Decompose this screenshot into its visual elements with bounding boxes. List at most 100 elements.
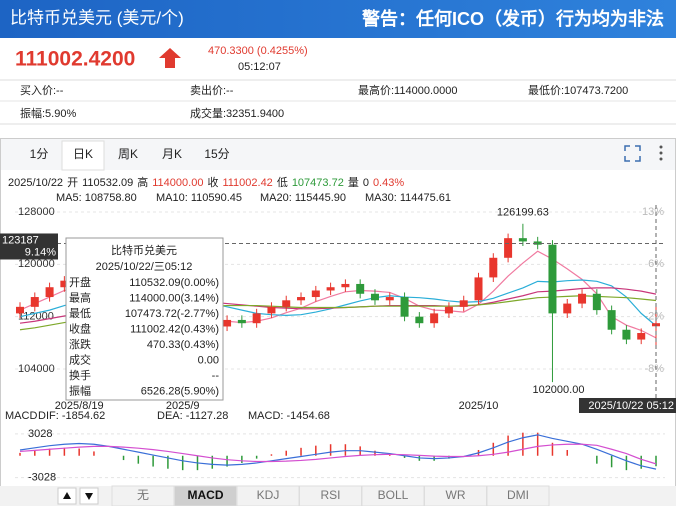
tooltip-label: 最高 — [69, 290, 91, 304]
macd-line — [19, 434, 657, 470]
candle-body — [237, 319, 246, 324]
candle-body — [548, 244, 557, 314]
macd-bar — [137, 455, 140, 464]
macd-bar — [226, 455, 228, 467]
candle-body — [45, 287, 54, 298]
y-tick-label: 104000 — [18, 363, 55, 375]
candle-body — [30, 297, 39, 307]
x-tick-label: 2025/10 — [459, 400, 499, 412]
candle-body — [430, 313, 439, 324]
indicator-label[interactable]: DMI — [507, 488, 529, 502]
tooltip-label: 换手 — [69, 368, 91, 382]
tooltip-label: 振幅 — [69, 383, 91, 397]
indicator-tab[interactable] — [486, 485, 550, 506]
price-change: 470.3300 (0.4255%) — [208, 45, 308, 57]
candle-body — [489, 257, 498, 278]
macd-bar — [211, 455, 214, 469]
candle-body — [297, 297, 306, 301]
fullscreen-icon[interactable] — [624, 145, 641, 162]
macd-bar — [448, 455, 450, 459]
indicator-label[interactable]: WR — [446, 488, 466, 502]
tooltip-value: 111002.42(0.43%) — [130, 323, 219, 335]
info-part: 0 — [363, 177, 369, 189]
info-part: 2025/10/22 — [8, 177, 63, 189]
up-arrow — [159, 48, 181, 68]
tooltip-value: 6526.28(5.90%) — [141, 385, 219, 397]
macd-tick-label: 3028 — [28, 428, 52, 440]
legend-entry: MA5: 108758.80 — [56, 192, 137, 204]
macd-bar — [403, 455, 406, 458]
candle-body — [267, 306, 276, 314]
candle-body — [459, 300, 468, 307]
info-part: 110532.09 — [82, 177, 133, 189]
tooltip-label: 收盘 — [69, 321, 91, 335]
candle-body — [563, 303, 572, 314]
macd-bar — [285, 450, 287, 456]
tooltip-value: 470.33(0.43%) — [147, 339, 219, 351]
macd-bar — [625, 455, 628, 471]
indicator-label[interactable]: RSI — [320, 488, 340, 502]
pct-label: 13% — [642, 206, 664, 218]
info-part: 111002.42 — [222, 177, 272, 189]
period-tab[interactable]: 周K — [118, 147, 138, 161]
indicator-label[interactable]: BOLL — [378, 488, 409, 502]
period-tab[interactable]: 1分 — [30, 147, 49, 161]
tooltip-value: -- — [212, 370, 220, 382]
stat: 最高价:114000.0000 — [358, 83, 457, 97]
macd-bar — [19, 452, 21, 456]
pct-label: -2% — [644, 311, 664, 323]
candle-body — [282, 300, 291, 307]
candle-body — [356, 283, 365, 294]
macd-tick-label: -3028 — [28, 471, 56, 483]
macd-bar — [610, 455, 613, 468]
stat: 成交量:32351.9400 — [190, 106, 284, 120]
candle-body — [60, 280, 69, 288]
info-part: 114000.00 — [152, 177, 203, 189]
crosshair-time: 2025/10/22 05:12 — [588, 400, 674, 412]
macd-bar — [78, 448, 80, 456]
page-title: 比特币兑美元 (美元/个) — [10, 8, 184, 27]
macd-bar — [344, 444, 347, 456]
legend-entry: MA30: 114475.61 — [365, 192, 451, 204]
y-tick-label: 120000 — [18, 258, 55, 270]
warning: 警告：任何ICO（发币）行为均为非法 — [362, 8, 664, 29]
macd-bar — [181, 455, 184, 471]
macd-bar — [63, 447, 66, 456]
macd-bar — [522, 432, 524, 456]
macd-legend: DEA: -1127.28 — [157, 410, 228, 422]
macd-bar — [270, 454, 273, 456]
macd-bar — [596, 455, 598, 464]
macd-bar — [374, 450, 376, 456]
macd-bar — [93, 451, 95, 456]
candle-body — [385, 297, 394, 301]
info-part: 量 — [348, 176, 359, 189]
candle-body — [341, 283, 350, 288]
tooltip — [65, 237, 224, 401]
macd-bar — [122, 455, 125, 461]
tooltip-value: 0.00 — [198, 354, 219, 366]
period-tab[interactable]: 15分 — [204, 147, 229, 161]
indicator-label[interactable]: KDJ — [257, 488, 280, 502]
tab-bar — [1, 139, 675, 170]
candle-body — [607, 310, 616, 330]
indicator-label[interactable]: 无 — [137, 488, 149, 502]
more-icon[interactable] — [659, 145, 663, 161]
quote-time: 05:12:07 — [238, 61, 281, 73]
candle-body — [370, 293, 379, 301]
macd-bar — [655, 455, 657, 467]
candle-body — [622, 329, 631, 340]
macd-bar — [551, 442, 554, 456]
tooltip-title: 比特币兑美元 — [111, 243, 177, 257]
period-tab[interactable]: 月K — [162, 147, 182, 161]
stat: 卖出价:-- — [190, 83, 234, 97]
indicator-label[interactable]: MACD — [188, 488, 224, 502]
tab-selected — [61, 140, 105, 171]
candle-body — [16, 306, 24, 314]
down-icon — [85, 493, 93, 500]
macd-bar — [241, 455, 243, 463]
candle-body — [637, 333, 646, 340]
period-tab[interactable]: 日K — [73, 147, 93, 161]
macd-legend: MACD: -1454.68 — [248, 410, 330, 422]
